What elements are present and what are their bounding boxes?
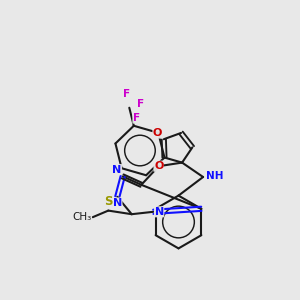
Text: N: N bbox=[112, 165, 122, 175]
Text: N: N bbox=[154, 207, 164, 217]
Text: NH: NH bbox=[206, 171, 224, 181]
Text: O: O bbox=[153, 128, 162, 138]
Text: O: O bbox=[154, 161, 164, 171]
Text: N: N bbox=[113, 198, 122, 208]
Text: S: S bbox=[104, 195, 112, 208]
Text: F: F bbox=[123, 89, 130, 99]
Text: F: F bbox=[133, 113, 140, 123]
Text: F: F bbox=[137, 98, 144, 109]
Text: CH₃: CH₃ bbox=[72, 212, 92, 222]
